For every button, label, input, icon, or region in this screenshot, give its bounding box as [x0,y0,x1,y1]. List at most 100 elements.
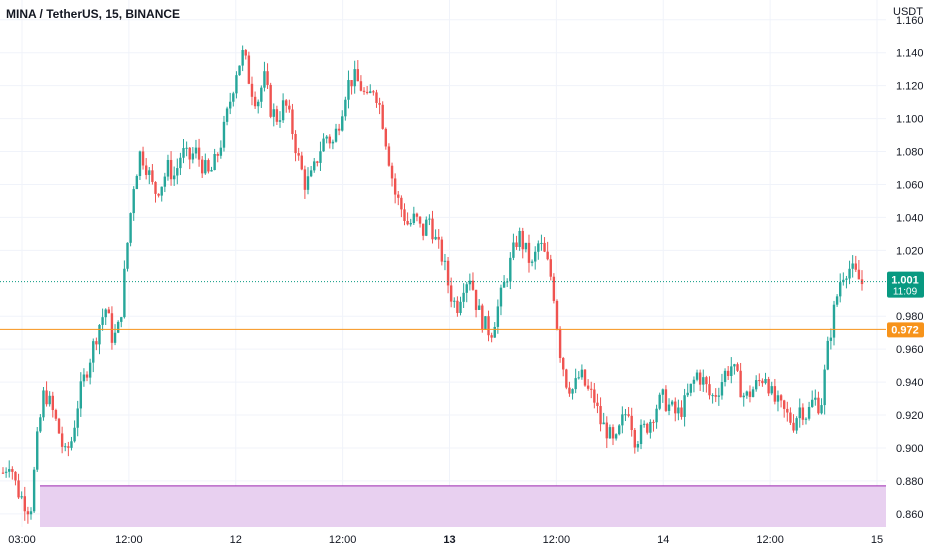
candle-body [639,424,643,445]
candle-body [225,108,229,122]
candle-body [207,160,210,172]
candle-body [658,394,661,409]
candle-body [8,469,11,472]
candle-body [328,136,331,144]
candle-body [649,421,652,433]
candle-body [431,218,434,240]
candle-body [418,216,422,224]
candle-body [465,284,468,293]
candle-body [524,242,528,250]
y-tick-label: 0.880 [896,476,924,488]
candle-body [751,389,755,397]
candle-body [101,317,104,325]
candle-body [661,389,665,395]
candle-body [79,381,83,409]
candle-body [779,395,783,401]
candle-body [36,431,39,470]
candle-body [169,159,173,180]
candle-body [204,160,207,174]
candle-body [562,357,565,370]
candle-body [263,71,266,88]
x-tick-label: 15 [871,534,883,546]
candle-body [369,91,372,94]
y-axis[interactable]: 1.160 1.140 1.120 1.100 1.080 1.060 1.040 1.020… [896,15,924,521]
bar-countdown-label: 11:09 [893,287,918,298]
candle-body [820,405,823,414]
candle-body [85,374,89,378]
candle-body [232,93,235,102]
candle-body [851,263,854,269]
candle-body [636,444,640,448]
candle-body [375,92,378,103]
candle-body [73,427,76,442]
candle-body [848,268,851,279]
candle-body [586,385,590,389]
candle-body [425,219,428,236]
candle-body [157,193,160,196]
candle-body [807,406,811,419]
candle-body [692,379,696,384]
candle-body [160,186,163,196]
candle-body [683,395,686,417]
candle-body [316,161,319,163]
candle-body [278,120,282,122]
candle-body [406,220,409,225]
candle-body [129,213,132,243]
candle-body [739,370,742,398]
candle-body [493,326,496,338]
candle-body [322,138,325,152]
candle-body [95,341,98,345]
y-tick-label: 0.940 [896,377,924,389]
candle-body [120,317,123,322]
y-tick-label: 1.060 [896,179,924,191]
candle-body [677,407,680,414]
candle-body [359,81,363,91]
candle-body [583,369,587,386]
candle-body [714,395,717,397]
candle-body [381,104,384,129]
candle-body [182,148,185,158]
candle-body [188,147,191,160]
candle-body [166,159,170,177]
candle-body [723,370,727,383]
x-axis[interactable]: 03:00 12:00 12 12:00 13 12:00 14 12:00 15 [8,534,883,546]
candle-body [297,153,300,156]
candle-body [655,408,658,423]
candle-body [590,388,593,390]
candle-body [210,169,213,172]
candle-body [730,366,733,376]
candle-body [110,313,114,343]
candle-body [829,337,833,341]
candle-body [51,395,54,411]
x-tick-label: 13 [443,534,455,546]
candle-body [574,378,577,390]
candle-body [434,236,437,240]
candle-body [695,372,699,380]
candle-body [67,446,70,448]
candle-body [462,292,465,302]
candle-body [761,380,764,384]
candle-body [291,109,294,134]
candle-body [555,300,559,329]
candle-body [126,242,129,269]
candle-body [191,153,195,160]
candle-body [456,300,459,313]
candle-body [786,408,789,413]
candle-body [698,372,702,385]
candle-body [42,390,45,418]
candle-body [32,469,36,512]
candle-body [116,321,120,333]
candle-body [490,335,493,338]
candle-body [281,100,285,121]
candle-body [471,280,475,290]
candle-body [440,239,444,262]
candle-body [266,71,269,85]
candle-body [474,289,478,310]
x-tick-label: 12:00 [756,534,784,546]
candle-body [222,121,226,148]
candle-body [17,480,20,498]
candle-body [518,230,521,247]
y-tick-label: 0.860 [896,509,924,521]
horizontal-line-label: 0.972 [891,324,919,336]
